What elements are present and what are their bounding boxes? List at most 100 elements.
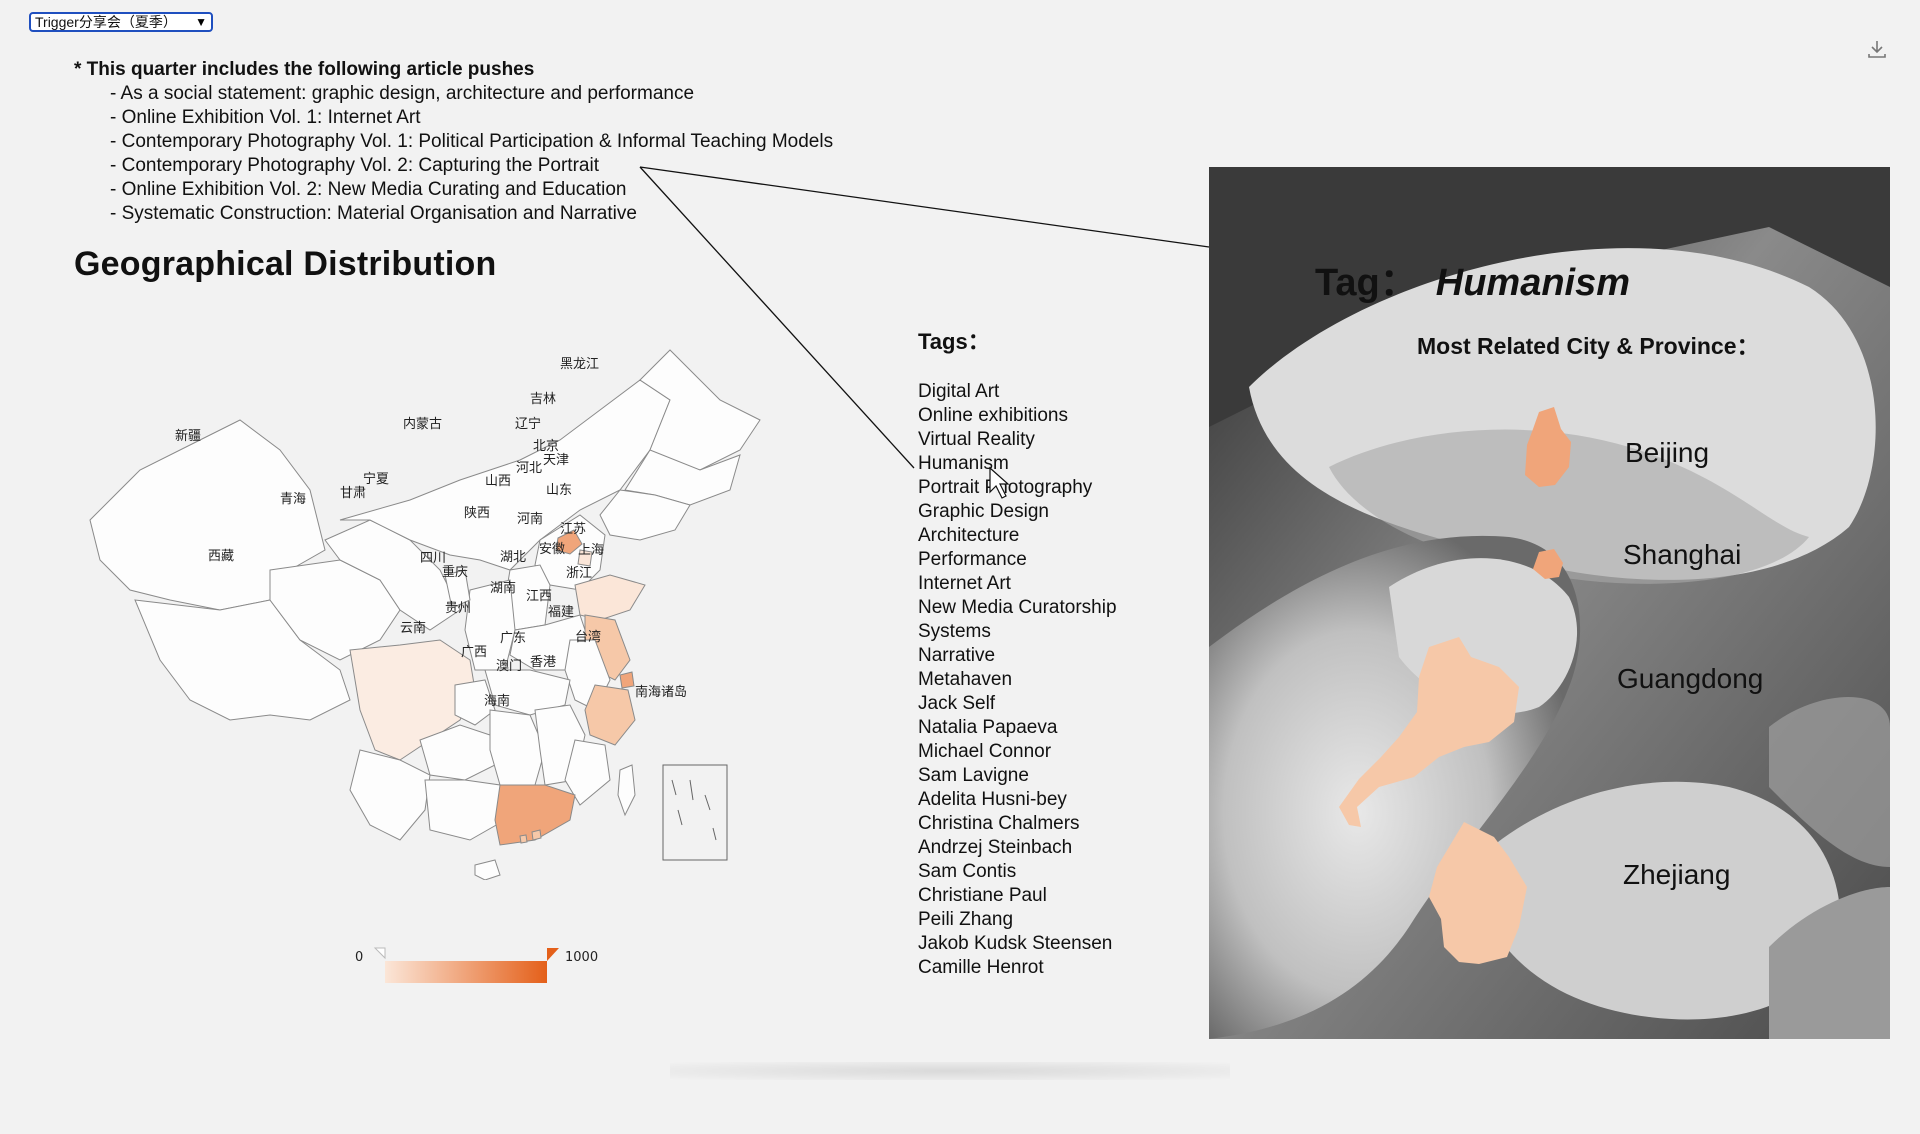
section-title: Geographical Distribution [74, 245, 497, 283]
tag-item[interactable]: Adelita Husni-bey [918, 789, 1067, 810]
tag-item[interactable]: Peili Zhang [918, 909, 1014, 930]
province-label: 北京 [533, 439, 559, 454]
article-list: * This quarter includes the following ar… [74, 58, 833, 226]
province-label: 青海 [280, 492, 306, 507]
article-item[interactable]: - Online Exhibition Vol. 1: Internet Art [110, 107, 421, 128]
province-liaoning [599, 489, 691, 541]
province-label: 内蒙古 [403, 416, 442, 432]
province-label: 河南 [517, 511, 543, 527]
province-ningxia [444, 569, 471, 609]
province-label: 安徽 [539, 542, 565, 557]
tag-item[interactable]: Metahaven [918, 669, 1013, 690]
province-label: 辽宁 [515, 416, 541, 432]
province-sichuan [349, 639, 476, 761]
province-neimenggu [339, 379, 671, 571]
tag-item[interactable]: Jack Self [918, 693, 996, 714]
tag-heading: Tag： Humanism [1315, 251, 1630, 306]
city-label-shanghai: Shanghai [1623, 539, 1742, 570]
province-label: 河北 [516, 461, 542, 476]
province-zhejiang [584, 684, 636, 746]
tag-value: Humanism [1435, 262, 1631, 304]
province-hubei [484, 669, 571, 716]
province-label: 广西 [461, 645, 487, 660]
province-label: 天津 [543, 453, 569, 468]
province-label: 江西 [526, 589, 552, 604]
tag-item[interactable]: Online exhibitions [918, 405, 1068, 426]
province-xizang [134, 599, 351, 721]
province-label: 浙江 [566, 566, 592, 581]
tag-label: Tag： [1315, 262, 1418, 304]
tag-item[interactable]: Portrait Photography [918, 477, 1093, 498]
province-label: 宁夏 [363, 471, 389, 487]
province-label: 湖北 [500, 550, 526, 565]
guangdong-shape [1339, 637, 1519, 827]
tag-item[interactable]: Humanism [918, 453, 1009, 474]
province-hongkong [531, 829, 542, 841]
province-label: 湖南 [490, 580, 516, 596]
tag-item[interactable]: Michael Connor [918, 741, 1052, 762]
legend-gradient [385, 961, 547, 983]
tag-item[interactable]: Sam Lavigne [918, 765, 1029, 786]
download-icon[interactable] [1866, 38, 1888, 60]
province-label: 重庆 [442, 564, 468, 580]
tag-list: Tags： Digital Art Online exhibitions Virtu… [918, 330, 1117, 980]
legend-max-label: 1000 [565, 950, 598, 965]
shanghai-shape [1533, 549, 1563, 579]
quarter-select[interactable]: Trigger分享会（夏季） ▼ [29, 12, 213, 32]
article-list-heading: * This quarter includes the following ar… [74, 59, 535, 80]
article-item[interactable]: - As a social statement: graphic design,… [110, 83, 695, 104]
beijing-shape [1525, 407, 1571, 487]
province-xinjiang [89, 419, 326, 611]
tag-item[interactable]: Christina Chalmers [918, 813, 1080, 834]
province-hainan [474, 859, 501, 880]
chevron-down-icon: ▼ [195, 15, 207, 29]
province-label: 江苏 [560, 521, 586, 537]
color-legend[interactable]: 0 1000 [345, 945, 605, 1005]
province-yunnan [349, 749, 431, 841]
province-tianjin [577, 549, 593, 567]
province-label: 南海诸岛 [635, 684, 687, 700]
tag-item[interactable]: Natalia Papaeva [918, 717, 1058, 738]
zhejiang-shape [1429, 822, 1527, 964]
tag-item[interactable]: Internet Art [918, 573, 1011, 594]
tag-item[interactable]: Architecture [918, 525, 1020, 546]
portrait-photo [1209, 167, 1890, 1039]
tag-item[interactable]: Camille Henrot [918, 957, 1044, 978]
province-label: 澳门 [496, 658, 522, 674]
province-label: 云南 [400, 620, 426, 636]
province-label: 四川 [420, 551, 446, 566]
tag-item[interactable]: Graphic Design [918, 501, 1049, 522]
detail-photo-panel: Tag： Humanism Most Related City & Provinc… [1209, 167, 1890, 1039]
article-item[interactable]: - Contemporary Photography Vol. 2: Captu… [110, 155, 599, 176]
tag-item[interactable]: Systems [918, 621, 991, 642]
tag-item[interactable]: Jakob Kudsk Steensen [918, 933, 1113, 954]
province-label: 山东 [546, 483, 572, 498]
decorative-shadow [670, 1062, 1230, 1080]
article-item[interactable]: - Systematic Construction: Material Orga… [110, 203, 637, 224]
article-item[interactable]: - Contemporary Photography Vol. 1: Polit… [110, 131, 834, 152]
province-label: 西藏 [208, 549, 234, 564]
south-china-sea-inset [662, 764, 728, 861]
province-label: 广东 [500, 631, 526, 646]
tag-item[interactable]: Narrative [918, 645, 996, 666]
tag-item[interactable]: Christiane Paul [918, 885, 1047, 906]
tag-item[interactable]: Digital Art [918, 381, 1000, 402]
tag-item[interactable]: Sam Contis [918, 861, 1017, 882]
article-item[interactable]: - Online Exhibition Vol. 2: New Media Cu… [110, 179, 627, 200]
tag-item[interactable]: Performance [918, 549, 1027, 570]
tags-title: Tags： [918, 329, 990, 354]
province-label: 新疆 [175, 428, 201, 444]
province-chongqing [454, 679, 496, 726]
province-fujian [564, 739, 611, 806]
province-label: 香港 [530, 655, 556, 670]
tag-item[interactable]: Virtual Reality [918, 429, 1035, 450]
province-shanghai [619, 671, 635, 689]
province-macau [519, 834, 528, 844]
tag-item[interactable]: New Media Curatorship [918, 597, 1117, 618]
tag-item[interactable]: Andrzej Steinbach [918, 837, 1073, 858]
legend-handle-min [373, 947, 386, 960]
city-label-zhejiang: Zhejiang [1623, 859, 1731, 890]
province-beijing [555, 529, 583, 555]
province-label: 上海 [578, 543, 604, 558]
